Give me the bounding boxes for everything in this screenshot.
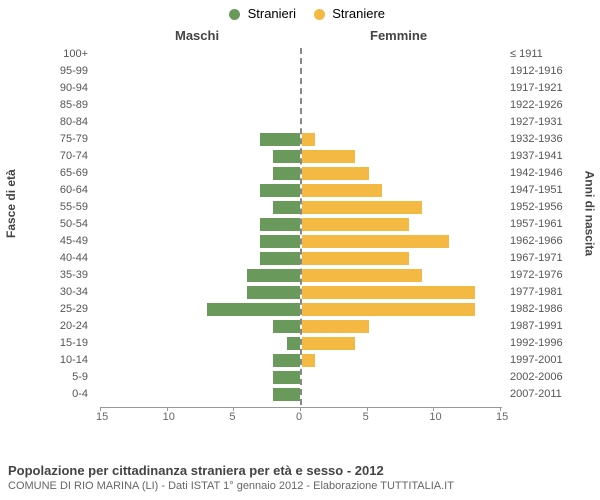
bar-male xyxy=(273,354,300,367)
age-label: 40-44 xyxy=(48,253,88,264)
bar-female xyxy=(302,150,355,163)
age-label: 20-24 xyxy=(48,321,88,332)
x-tick: 0 xyxy=(296,411,302,423)
bar-male xyxy=(273,201,300,214)
birth-label: ≤ 1911 xyxy=(510,49,543,60)
age-label: 15-19 xyxy=(48,338,88,349)
age-label: 60-64 xyxy=(48,185,88,196)
x-tick: 10 xyxy=(163,411,175,423)
age-label: 45-49 xyxy=(48,236,88,247)
age-label: 100+ xyxy=(48,49,88,60)
age-label: 85-89 xyxy=(48,100,88,111)
birth-label: 2007-2011 xyxy=(510,389,562,400)
birth-label: 1917-1921 xyxy=(510,83,563,94)
header-female: Femmine xyxy=(370,28,427,43)
x-tick: 15 xyxy=(496,411,508,423)
birth-label: 2002-2006 xyxy=(510,372,563,383)
birth-label: 1937-1941 xyxy=(510,151,563,162)
birth-label: 1987-1991 xyxy=(510,321,563,332)
birth-label: 1942-1946 xyxy=(510,168,563,179)
age-label: 70-74 xyxy=(48,151,88,162)
bar-male xyxy=(273,320,300,333)
center-axis-line xyxy=(300,48,302,405)
age-label: 5-9 xyxy=(48,372,88,383)
bar-male xyxy=(260,218,300,231)
legend-swatch-female xyxy=(314,9,325,20)
caption-title: Popolazione per cittadinanza straniera p… xyxy=(8,463,592,478)
axis-title-left: Fasce di età xyxy=(4,169,18,238)
bar-female xyxy=(302,337,355,350)
birth-label: 1967-1971 xyxy=(510,253,563,264)
legend-label-male: Stranieri xyxy=(248,6,296,21)
bar-male xyxy=(273,371,300,384)
legend-swatch-male xyxy=(229,9,240,20)
legend: Stranieri Straniere xyxy=(0,6,600,21)
age-label: 95-99 xyxy=(48,66,88,77)
caption-source: COMUNE DI RIO MARINA (LI) - Dati ISTAT 1… xyxy=(8,480,592,492)
bar-male xyxy=(273,167,300,180)
birth-label: 1982-1986 xyxy=(510,304,563,315)
birth-label: 1972-1976 xyxy=(510,270,563,281)
birth-label: 1957-1961 xyxy=(510,219,563,230)
birth-label: 1977-1981 xyxy=(510,287,563,298)
birth-label: 1922-1926 xyxy=(510,100,563,111)
bar-female xyxy=(302,218,409,231)
age-label: 65-69 xyxy=(48,168,88,179)
x-tick: 5 xyxy=(363,411,369,423)
bar-female xyxy=(302,252,409,265)
age-label: 10-14 xyxy=(48,355,88,366)
bar-male xyxy=(273,150,300,163)
bar-male xyxy=(260,252,300,265)
age-label: 80-84 xyxy=(48,117,88,128)
birth-label: 1932-1936 xyxy=(510,134,563,145)
bar-female xyxy=(302,167,369,180)
bar-female xyxy=(302,201,422,214)
bar-male xyxy=(247,286,300,299)
x-tick: 5 xyxy=(229,411,235,423)
age-label: 35-39 xyxy=(48,270,88,281)
axis-title-right: Anni di nascita xyxy=(582,171,596,256)
bar-male xyxy=(247,269,300,282)
legend-label-female: Straniere xyxy=(332,6,385,21)
x-axis-line xyxy=(100,407,502,408)
bar-male xyxy=(260,235,300,248)
header-male: Maschi xyxy=(175,28,219,43)
age-label: 50-54 xyxy=(48,219,88,230)
age-label: 0-4 xyxy=(48,389,88,400)
bar-female xyxy=(302,235,449,248)
birth-label: 1997-2001 xyxy=(510,355,563,366)
bar-male xyxy=(260,133,300,146)
bar-female xyxy=(302,133,315,146)
bar-female xyxy=(302,303,475,316)
bar-male xyxy=(260,184,300,197)
chart-caption: Popolazione per cittadinanza straniera p… xyxy=(8,463,592,492)
bar-female xyxy=(302,269,422,282)
x-tick: 15 xyxy=(96,411,108,423)
bar-female xyxy=(302,320,369,333)
birth-label: 1992-1996 xyxy=(510,338,563,349)
age-label: 75-79 xyxy=(48,134,88,145)
birth-label: 1962-1966 xyxy=(510,236,563,247)
bar-female xyxy=(302,184,382,197)
bar-female xyxy=(302,286,475,299)
bar-male xyxy=(287,337,300,350)
age-label: 25-29 xyxy=(48,304,88,315)
birth-label: 1947-1951 xyxy=(510,185,563,196)
birth-label: 1927-1931 xyxy=(510,117,563,128)
bar-female xyxy=(302,354,315,367)
x-tick: 10 xyxy=(429,411,441,423)
population-pyramid-chart: Maschi Femmine Fasce di età Anni di nasc… xyxy=(0,28,600,448)
age-label: 90-94 xyxy=(48,83,88,94)
bar-male xyxy=(207,303,300,316)
birth-label: 1952-1956 xyxy=(510,202,563,213)
age-label: 30-34 xyxy=(48,287,88,298)
birth-label: 1912-1916 xyxy=(510,66,563,77)
bar-male xyxy=(273,388,300,401)
age-label: 55-59 xyxy=(48,202,88,213)
